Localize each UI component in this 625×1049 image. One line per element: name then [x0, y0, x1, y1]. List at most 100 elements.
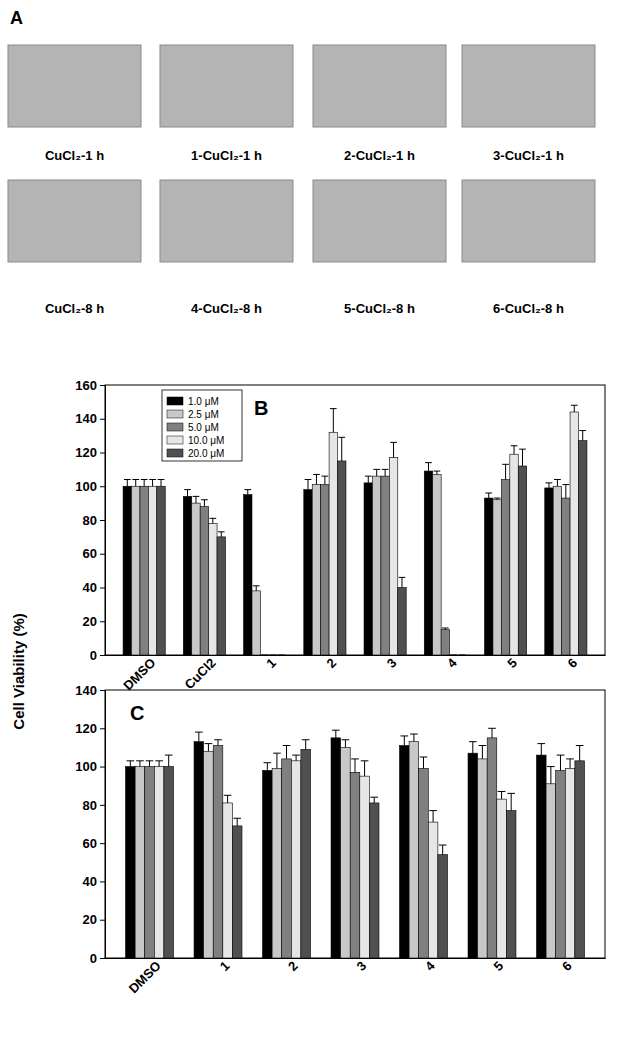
- error-whisker: [267, 763, 268, 771]
- bar: [209, 523, 217, 655]
- error-cap: [351, 758, 359, 759]
- error-whisker: [237, 818, 238, 826]
- error-whisker: [368, 476, 369, 483]
- error-whisker: [423, 757, 424, 768]
- error-whisker: [374, 797, 375, 803]
- tick-mark: [100, 728, 105, 729]
- error-whisker: [428, 463, 429, 471]
- tick-mark: [100, 767, 105, 768]
- error-cap: [361, 760, 369, 761]
- tick-label: 4: [422, 958, 438, 974]
- image-caption: 6-CuCl₂-8 h: [493, 301, 564, 316]
- bar: [497, 799, 507, 958]
- error-bar: [155, 761, 163, 767]
- y-tick: 80: [83, 798, 105, 813]
- error-whisker: [442, 845, 443, 855]
- bar: [135, 767, 145, 958]
- bar: [518, 466, 526, 655]
- error-whisker: [548, 483, 549, 488]
- bar: [192, 503, 200, 655]
- error-whisker: [335, 730, 336, 738]
- bar: [154, 767, 164, 958]
- legend-swatch: [167, 397, 183, 405]
- x-tick: 1: [263, 655, 279, 671]
- bar: [506, 811, 516, 958]
- error-bar: [434, 471, 441, 474]
- error-bar: [390, 442, 397, 457]
- series: [126, 730, 547, 958]
- tick-mark: [100, 881, 105, 882]
- error-cap: [330, 408, 337, 409]
- legend-swatch: [167, 449, 183, 457]
- bar: [400, 746, 410, 958]
- micrograph: [462, 180, 595, 262]
- error-cap: [507, 793, 515, 794]
- tick-label: 60: [83, 546, 97, 561]
- bar: [433, 474, 441, 655]
- error-cap: [322, 476, 329, 477]
- error-cap: [399, 577, 406, 578]
- error-bar: [442, 628, 449, 630]
- error-bar: [537, 744, 545, 755]
- series: [148, 405, 578, 655]
- x-tick: 6: [559, 958, 575, 974]
- micrograph: [462, 45, 595, 127]
- bar: [164, 767, 174, 958]
- error-cap: [502, 464, 509, 465]
- error-cap: [576, 745, 584, 746]
- error-whisker: [433, 811, 434, 822]
- bar: [562, 498, 570, 655]
- bar: [565, 768, 575, 958]
- bar: [487, 738, 497, 958]
- bar: [424, 471, 432, 655]
- error-bar: [283, 746, 291, 759]
- error-bar: [224, 795, 232, 803]
- error-whisker: [511, 793, 512, 810]
- error-bar: [127, 761, 135, 767]
- y-axis: 020406080100120140: [75, 683, 105, 966]
- x-axis: DMSO123456: [106, 958, 606, 997]
- error-whisker: [404, 736, 405, 746]
- axis-line: [100, 386, 106, 656]
- bar: [157, 486, 165, 655]
- error-cap: [450, 655, 457, 656]
- error-cap: [149, 479, 156, 480]
- tick-mark: [100, 554, 105, 555]
- legend-label: 5.0 μM: [188, 422, 219, 433]
- tick-mark: [100, 843, 105, 844]
- tick-label: 60: [83, 836, 97, 851]
- error-whisker: [168, 755, 169, 766]
- bar: [329, 432, 337, 655]
- error-bar: [244, 490, 251, 495]
- image-caption: CuCl₂-8 h: [45, 301, 104, 316]
- error-bar: [209, 518, 216, 523]
- error-cap: [546, 482, 553, 483]
- error-whisker: [159, 761, 160, 767]
- error-cap: [195, 732, 203, 733]
- error-cap: [158, 479, 165, 480]
- error-whisker: [436, 471, 437, 474]
- error-whisker: [582, 431, 583, 441]
- error-bar: [361, 761, 369, 776]
- error-whisker: [550, 767, 551, 784]
- tick-label: 140: [75, 683, 97, 698]
- error-cap: [214, 739, 222, 740]
- error-cap: [485, 493, 492, 494]
- error-cap: [566, 758, 574, 759]
- bar: [277, 655, 285, 656]
- plot-area: [123, 405, 587, 655]
- bar: [312, 485, 320, 655]
- error-whisker: [247, 490, 248, 495]
- error-cap: [494, 498, 501, 499]
- tick-label: 5: [504, 655, 520, 671]
- error-bar: [399, 577, 406, 587]
- error-bar: [579, 431, 586, 441]
- error-cap: [557, 755, 565, 756]
- bar: [331, 738, 341, 958]
- axis-line: [106, 958, 606, 959]
- error-cap: [218, 531, 225, 532]
- micrograph: [160, 180, 293, 262]
- y-tick: 120: [75, 445, 105, 460]
- error-bar: [502, 464, 509, 479]
- bar: [223, 803, 233, 958]
